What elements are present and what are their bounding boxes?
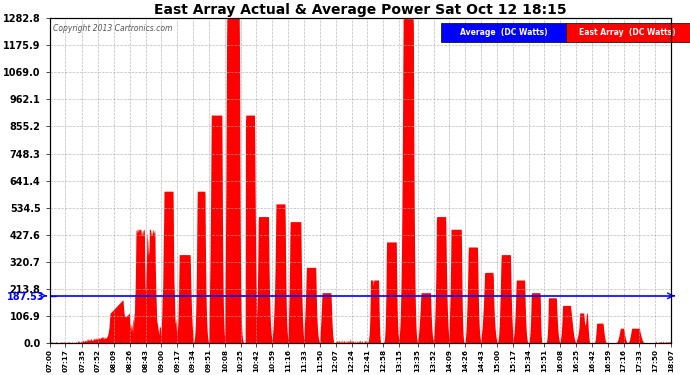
FancyBboxPatch shape — [566, 23, 690, 42]
Title: East Array Actual & Average Power Sat Oct 12 18:15: East Array Actual & Average Power Sat Oc… — [154, 3, 566, 17]
FancyBboxPatch shape — [441, 23, 566, 42]
Text: East Array  (DC Watts): East Array (DC Watts) — [580, 28, 676, 37]
Text: Average  (DC Watts): Average (DC Watts) — [460, 28, 547, 37]
Text: Copyright 2013 Cartronics.com: Copyright 2013 Cartronics.com — [52, 24, 172, 33]
